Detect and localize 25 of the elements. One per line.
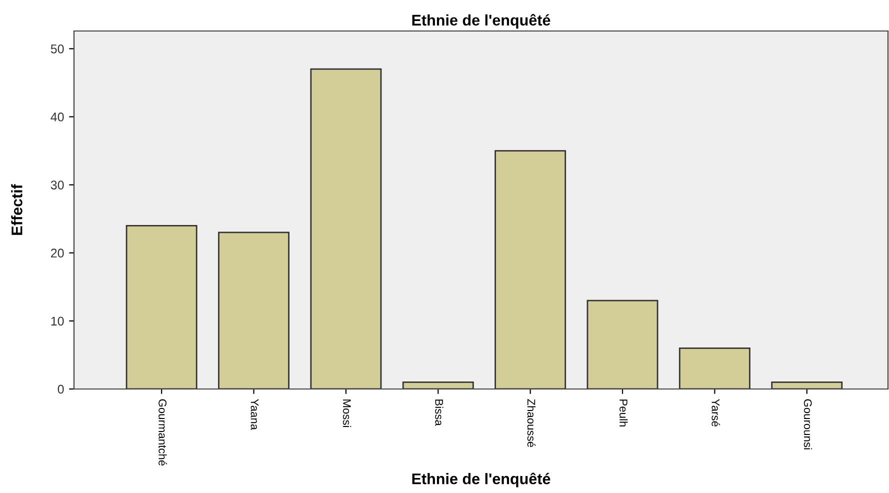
- x-tick-label: Yarsé: [712, 398, 720, 426]
- x-axis-title: Ethnie de l'enquêté: [412, 472, 550, 488]
- bar: [586, 300, 658, 389]
- bar: [218, 232, 290, 389]
- y-tick-label: 30: [50, 180, 64, 190]
- bar: [402, 382, 474, 389]
- x-tick-label: Peulh: [620, 400, 628, 426]
- x-tick-label: Gourounsi: [804, 399, 812, 450]
- chart-title: Ethnie de l'enquêté: [412, 14, 550, 29]
- y-tick-label: 20: [51, 248, 64, 258]
- y-tick-label: 10: [51, 316, 64, 326]
- y-tick-label: 40: [50, 112, 64, 122]
- x-tick-label: Bissa: [435, 400, 444, 426]
- y-axis-title: Effectif: [11, 184, 22, 235]
- bar: [678, 347, 750, 389]
- x-tick-label: Yaana: [250, 398, 259, 430]
- y-tick-label: 0: [58, 384, 64, 394]
- x-tick-label: Zhaoussé: [527, 399, 536, 448]
- y-tick-label: 50: [50, 44, 64, 54]
- x-tick-label: Mossi: [342, 400, 352, 427]
- bar: [494, 150, 566, 389]
- bar: [126, 224, 198, 389]
- bar: [771, 382, 843, 389]
- bar: [310, 68, 382, 389]
- x-tick-label: Gourmantché: [158, 399, 167, 466]
